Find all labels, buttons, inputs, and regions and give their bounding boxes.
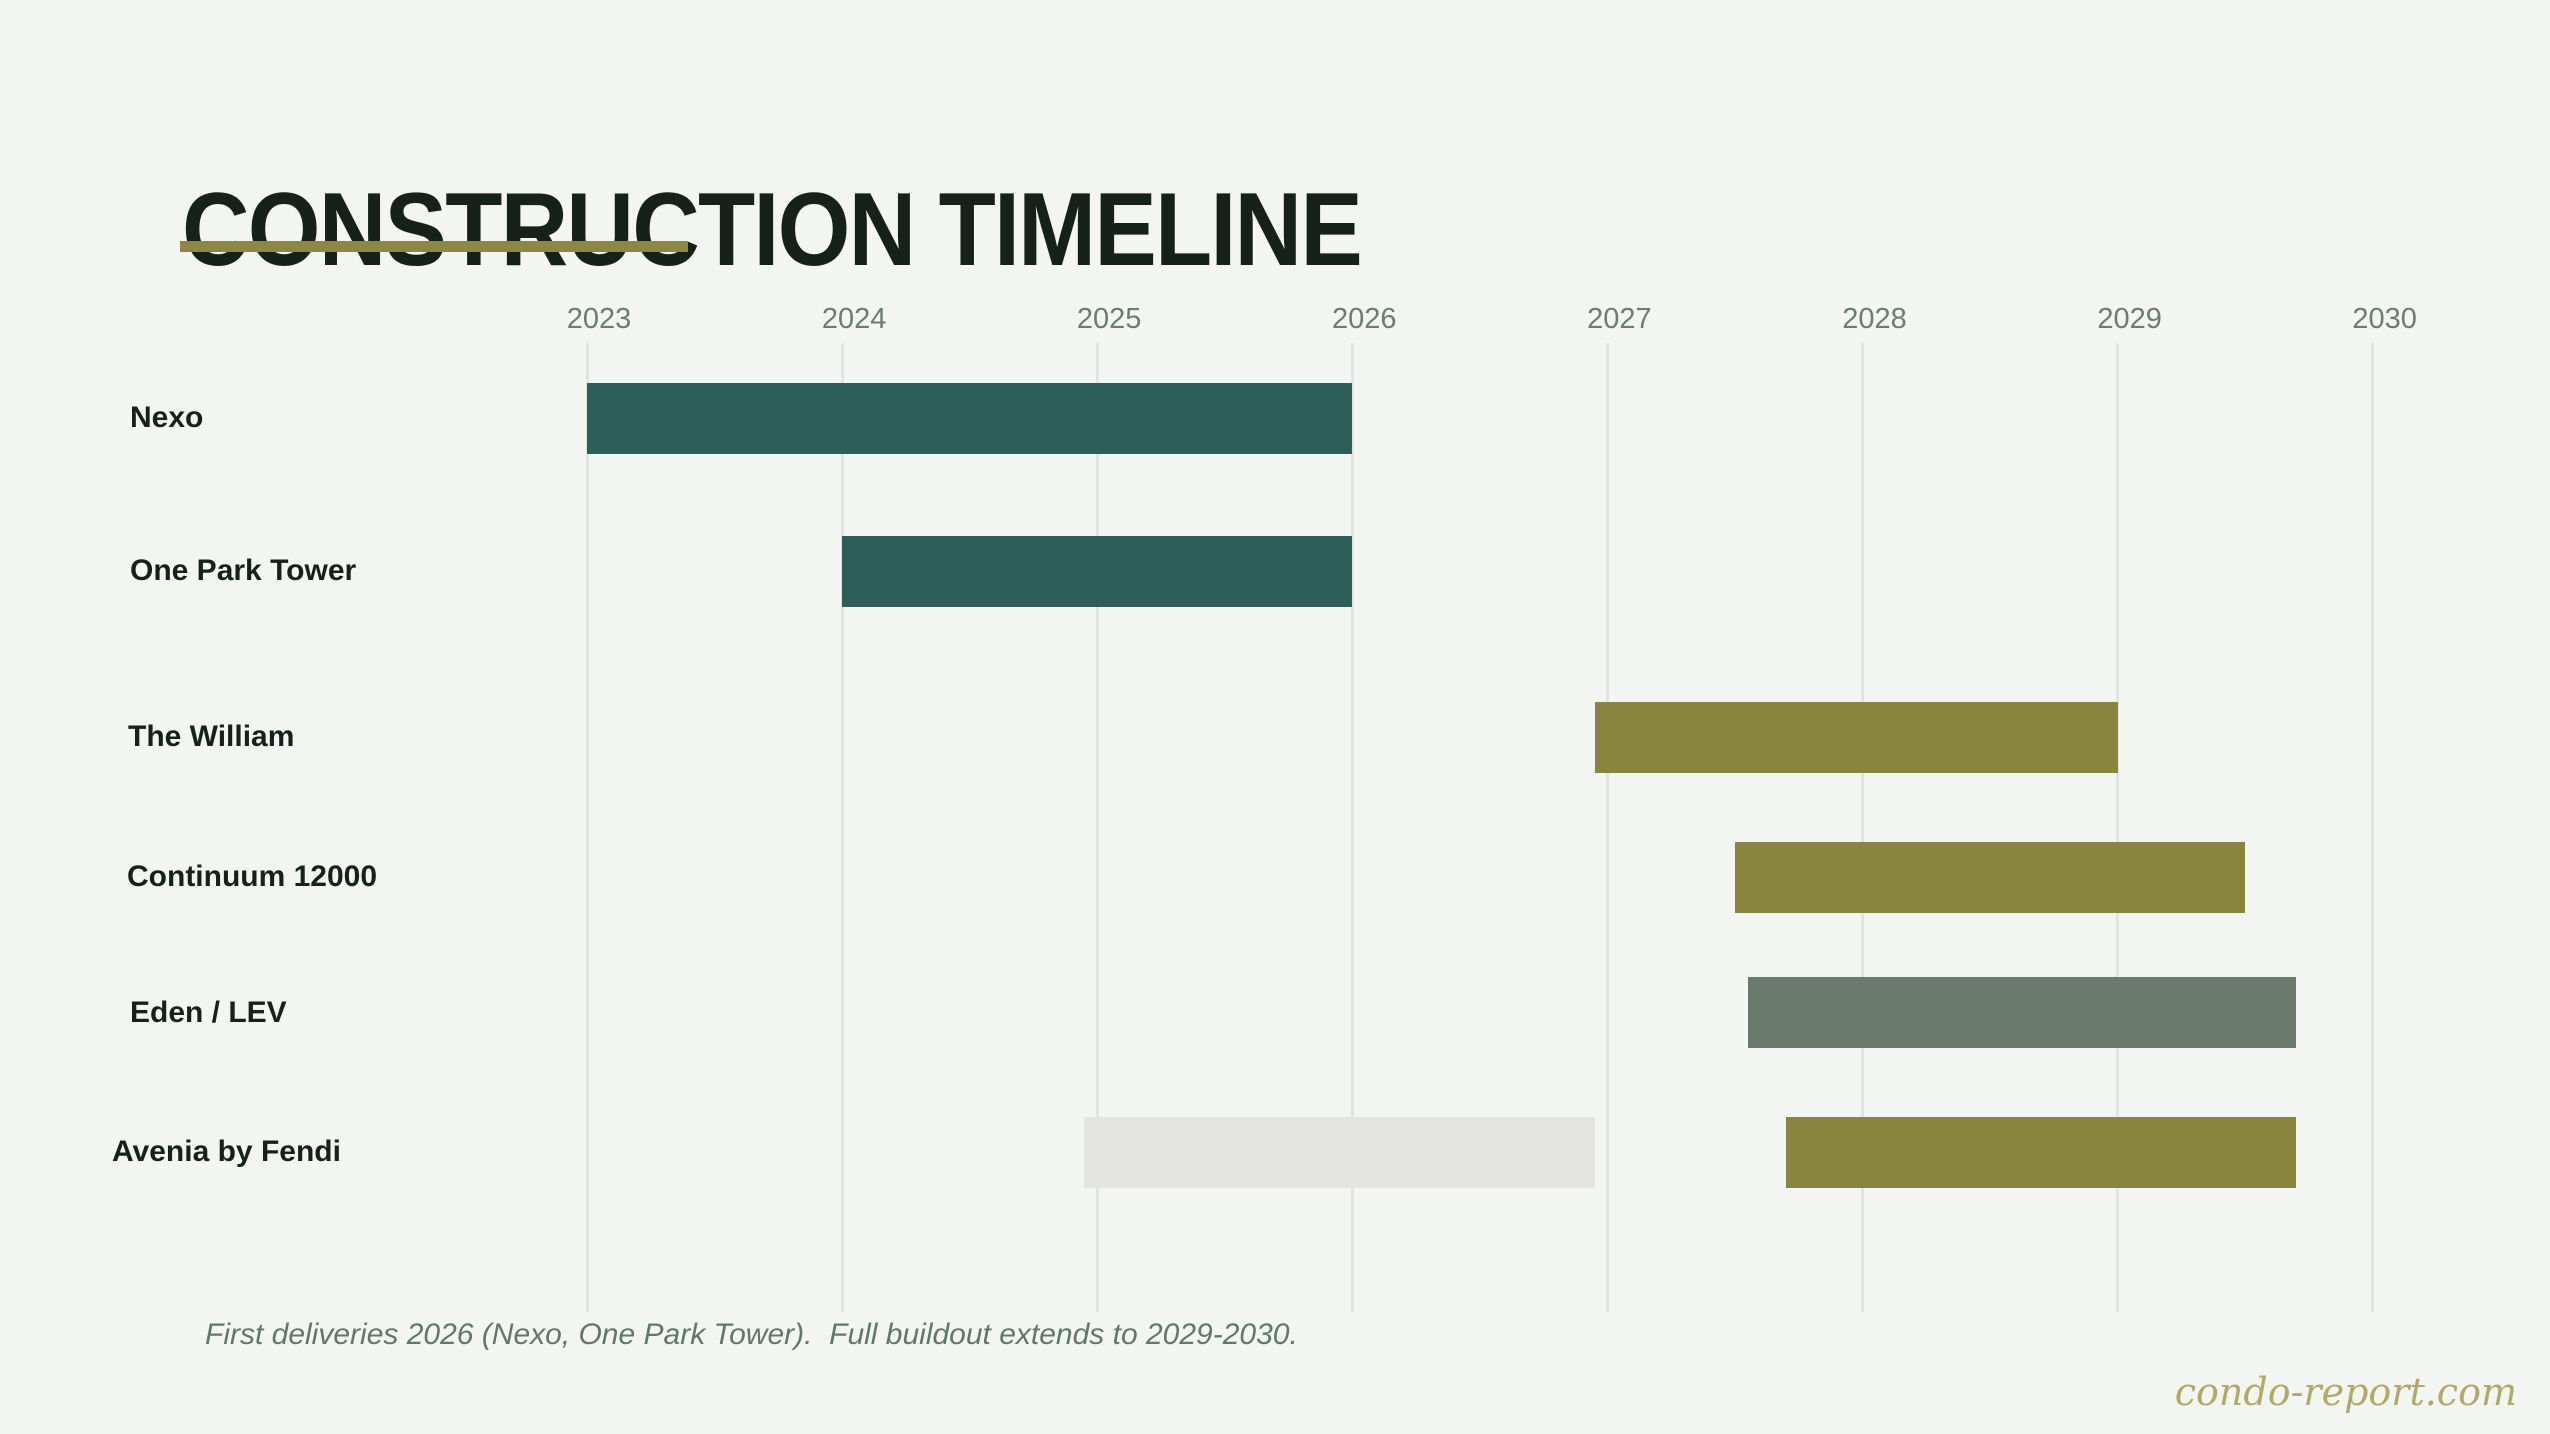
- axis-year-label-2024: 2024: [821, 303, 887, 335]
- axis-year-label-2027: 2027: [1587, 303, 1652, 335]
- gantt-bar: [1747, 977, 2297, 1048]
- axis-year-label-2025: 2025: [1076, 303, 1142, 335]
- axis-year-label-2023: 2023: [566, 303, 632, 335]
- axis-gridline-2027: [1605, 343, 1609, 1312]
- title-underline: [180, 241, 688, 252]
- axis-year-label-2030: 2030: [2352, 303, 2417, 335]
- axis-gridline-2026: [1350, 343, 1354, 1312]
- watermark-link[interactable]: condo-report.com: [2174, 1370, 2517, 1414]
- axis-year-label-2028: 2028: [1842, 303, 1907, 335]
- footnote-text: First deliveries 2026 (Nexo, One Park To…: [205, 1318, 1298, 1351]
- row-label: Eden / LEV: [130, 995, 287, 1029]
- gantt-bar: [842, 535, 1353, 607]
- gantt-bar: [587, 382, 1353, 454]
- axis-year-label-2029: 2029: [2097, 303, 2162, 335]
- axis-gridline-2028: [1861, 343, 1864, 1312]
- row-label: Nexo: [130, 401, 204, 434]
- row-label: One Park Tower: [130, 554, 357, 587]
- axis-gridline-2024: [840, 343, 844, 1312]
- axis-gridline-2030: [2371, 343, 2375, 1312]
- row-label: Continuum 12000: [127, 860, 378, 893]
- axis-gridline-2025: [1095, 343, 1099, 1312]
- page-title: CONSTRUCTION TIMELINE: [182, 171, 1363, 288]
- gantt-bar: [1084, 1116, 1595, 1188]
- gantt-bar: [1734, 841, 2246, 913]
- row-label: The William: [128, 720, 295, 753]
- row-label: Avenia by Fendi: [112, 1135, 341, 1168]
- axis-gridline-2023: [585, 343, 589, 1312]
- gantt-bar: [1785, 1116, 2297, 1188]
- axis-year-label-2026: 2026: [1332, 303, 1397, 335]
- gantt-bar: [1594, 701, 2118, 773]
- axis-gridline-2029: [2116, 343, 2120, 1312]
